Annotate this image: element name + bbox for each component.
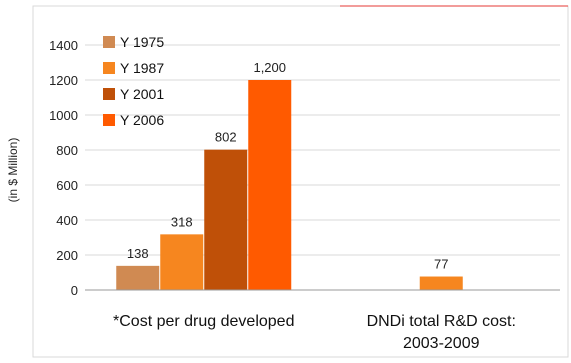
y-axis-ticks: 0 200 400 600 800 1000 1200 1400 [49, 38, 78, 298]
y-tick-label: 600 [56, 178, 78, 193]
legend-label: Y 2006 [120, 112, 164, 128]
bar-value-label: 318 [171, 214, 193, 229]
legend-label: Y 1987 [120, 60, 164, 76]
bar-value-label: 138 [127, 246, 149, 261]
y-tick-label: 0 [71, 283, 78, 298]
y-tick-label: 1400 [49, 38, 78, 53]
legend-swatch [103, 62, 115, 74]
y-tick-label: 1200 [49, 73, 78, 88]
x-category-label: DNDi total R&D cost: [367, 313, 516, 330]
legend-label: Y 1975 [120, 34, 164, 50]
bar [116, 265, 160, 290]
y-tick-label: 1000 [49, 108, 78, 123]
x-category-label: *Cost per drug developed [113, 313, 294, 330]
chart-frame [32, 5, 569, 358]
bar [160, 234, 204, 290]
y-tick-label: 400 [56, 213, 78, 228]
category-labels: *Cost per drug developed DNDi total R&D c… [113, 313, 516, 352]
y-axis-title: (in $ Million) [6, 138, 20, 203]
bar [248, 80, 292, 290]
legend-swatch [103, 36, 115, 48]
x-category-label: 2003-2009 [403, 335, 480, 352]
bar-value-label: 1,200 [253, 60, 286, 75]
bar-value-label: 802 [215, 130, 237, 145]
legend-swatch [103, 88, 115, 100]
bar-value-label: 77 [434, 257, 448, 272]
legend: Y 1975 Y 1987 Y 2001 Y 2006 [103, 34, 164, 128]
bar [419, 276, 463, 290]
bars [116, 80, 463, 290]
y-tick-label: 200 [56, 248, 78, 263]
bar [204, 149, 248, 290]
y-tick-label: 800 [56, 143, 78, 158]
legend-label: Y 2001 [120, 86, 164, 102]
data-labels: 138 318 802 1,200 77 [127, 60, 449, 272]
legend-swatch [103, 114, 115, 126]
